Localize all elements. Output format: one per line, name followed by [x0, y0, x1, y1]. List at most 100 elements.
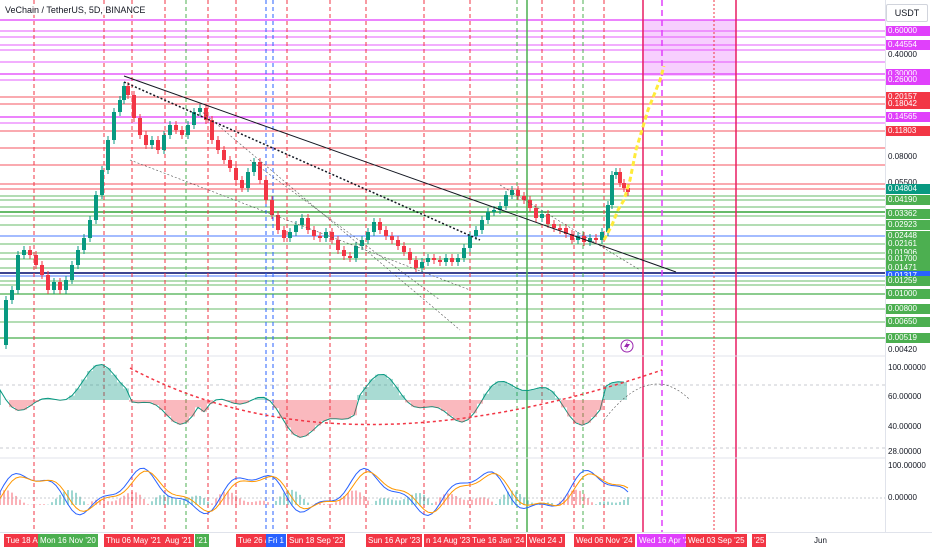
rsi-fill — [609, 383, 615, 400]
price-axis-label: 0.02923 — [886, 220, 930, 230]
price-axis-label: 28.00000 — [886, 447, 930, 457]
histogram-bar — [87, 504, 89, 505]
rsi-fill — [51, 399, 57, 400]
price-axis-label: 0.14565 — [886, 112, 930, 122]
price-axis-label: 0.26000 — [886, 75, 930, 85]
histogram-bar — [471, 500, 473, 505]
histogram-bar — [435, 502, 437, 505]
candle-body — [118, 100, 122, 112]
candle-body — [28, 250, 32, 255]
rsi-fill — [93, 366, 99, 400]
candle-body — [486, 212, 490, 220]
rsi-fill — [21, 400, 27, 410]
candle-body — [342, 250, 346, 256]
histogram-bar — [607, 502, 609, 505]
price-chart[interactable] — [0, 0, 885, 532]
histogram-bar — [379, 499, 381, 505]
histogram-bar — [135, 492, 137, 505]
rsi-fill — [135, 400, 141, 403]
histogram-bar — [583, 494, 585, 505]
candle-body — [450, 258, 454, 262]
price-axis-label: 0.40000 — [886, 50, 930, 60]
rsi-fill — [495, 382, 501, 400]
candle-body — [614, 172, 618, 175]
rsi-fill — [453, 400, 459, 420]
rsi-fill — [15, 400, 21, 410]
histogram-bar — [247, 502, 249, 505]
candle-body — [366, 232, 370, 240]
candle-body — [76, 250, 80, 265]
candle-body — [606, 205, 610, 232]
histogram-bar — [587, 498, 589, 505]
histogram-bar — [387, 498, 389, 505]
histogram-bar — [107, 501, 109, 505]
rsi-fill — [393, 387, 399, 400]
candle-body — [378, 222, 382, 230]
histogram-bar — [623, 500, 625, 505]
rsi-fill — [309, 400, 315, 431]
rsi-fill — [381, 375, 387, 400]
rsi-fill — [399, 395, 405, 400]
time-axis-label: Thu 06 May '21 — [104, 534, 163, 547]
rsi-fill — [525, 391, 531, 400]
rsi-fill — [429, 400, 435, 407]
time-axis-label: n 14 Aug '23 — [424, 534, 472, 547]
histogram-bar — [299, 495, 301, 505]
candle-body — [186, 125, 190, 135]
histogram-bar — [267, 502, 269, 505]
histogram-bar — [231, 493, 233, 505]
price-axis-label: 0.01259 — [886, 276, 930, 286]
time-axis-label: Fri 1 — [266, 534, 286, 547]
candle-body — [330, 232, 334, 240]
rsi-fill — [513, 388, 519, 400]
candle-body — [122, 86, 126, 100]
histogram-bar — [303, 499, 305, 505]
candle-body — [138, 118, 142, 135]
price-axis-label: 0.44554 — [886, 40, 930, 50]
candle-body — [390, 236, 394, 240]
histogram-bar — [211, 503, 213, 505]
candle-body — [294, 225, 298, 232]
histogram-bar — [323, 504, 325, 505]
candle-body — [270, 200, 274, 215]
candle-body — [252, 162, 256, 172]
price-axis-label: 60.00000 — [886, 392, 930, 402]
rsi-fill — [297, 400, 303, 437]
candle-body — [300, 218, 304, 225]
rsi-fill — [141, 400, 147, 402]
currency-button[interactable]: USDT — [886, 4, 928, 22]
histogram-bar — [239, 498, 241, 505]
rsi-fill — [321, 400, 327, 421]
rsi-fill — [153, 400, 159, 405]
rsi-fill — [33, 400, 39, 402]
candle-body — [132, 95, 136, 118]
candle-body — [216, 140, 220, 150]
rsi-fill — [573, 400, 579, 423]
rsi-fill — [477, 400, 483, 404]
rsi-fill — [129, 400, 135, 402]
candle-body — [444, 258, 448, 262]
histogram-bar — [243, 501, 245, 505]
histogram-bar — [83, 501, 85, 505]
candle-body — [70, 265, 74, 280]
chart-canvas[interactable] — [0, 0, 885, 532]
histogram-bar — [599, 502, 601, 505]
rsi-fill — [567, 400, 573, 416]
candle-body — [126, 86, 130, 95]
histogram-bar — [363, 496, 365, 505]
time-axis-label: Aug '21 — [163, 534, 194, 547]
histogram-bar — [519, 494, 521, 505]
rsi-fill — [333, 400, 339, 419]
candle-body — [222, 150, 226, 160]
candle-body — [94, 195, 98, 220]
rsi-fill — [357, 395, 363, 400]
price-axis-label: 0.60000 — [886, 26, 930, 36]
histogram-bar — [275, 501, 277, 505]
channel-line — [500, 185, 640, 270]
histogram-bar — [423, 495, 425, 505]
rsi-fill — [171, 400, 177, 422]
rsi-fill — [165, 400, 171, 416]
histogram-bar — [75, 493, 77, 505]
histogram-bar — [263, 501, 265, 505]
candle-body — [144, 135, 148, 145]
